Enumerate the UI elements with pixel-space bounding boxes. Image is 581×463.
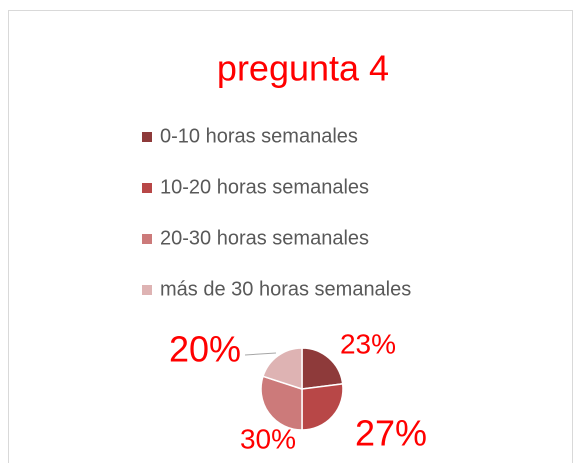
- data-label: 30%: [240, 423, 296, 454]
- leader-line: [244, 352, 277, 356]
- legend-label: 20-30 horas semanales: [160, 227, 369, 249]
- legend-label: más de 30 horas semanales: [160, 278, 411, 300]
- legend-swatch: [142, 132, 152, 142]
- legend-label: 10-20 horas semanales: [160, 176, 369, 198]
- pie-slice: [260, 375, 303, 431]
- legend-swatch: [142, 183, 152, 193]
- data-label: 20%: [169, 329, 241, 370]
- data-label: 23%: [340, 328, 396, 359]
- data-label: 27%: [355, 413, 427, 454]
- legend-label: 0-10 horas semanales: [160, 125, 358, 147]
- legend-swatch: [142, 285, 152, 295]
- pie-slice: [301, 383, 344, 431]
- pie-slice: [262, 347, 303, 391]
- legend-swatch: [142, 234, 152, 244]
- chart-title: pregunta 4: [217, 48, 389, 89]
- pie-slice: [301, 347, 344, 390]
